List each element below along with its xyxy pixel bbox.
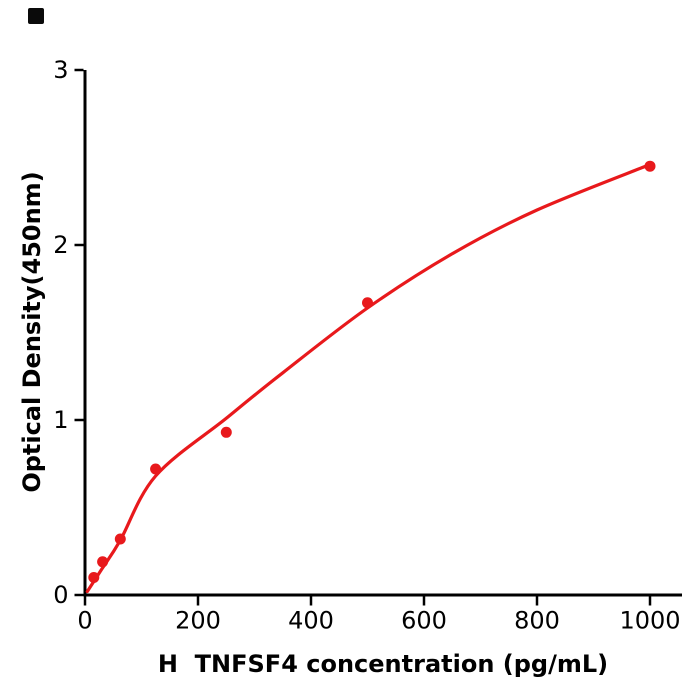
logo-badge (28, 8, 44, 24)
x-tick-label: 200 (175, 607, 221, 635)
fitted-curve-line (85, 162, 652, 594)
x-tick-label: 600 (401, 607, 447, 635)
standard-points-marker (88, 572, 100, 583)
y-tick-label: 1 (53, 406, 68, 434)
x-tick-label: 0 (77, 607, 92, 635)
standard-points-marker (97, 556, 109, 568)
x-tick-label: 400 (288, 607, 334, 635)
x-axis-title: H TNFSF4 concentration (pg/mL) (157, 650, 609, 678)
x-tick-label: 1000 (619, 607, 680, 635)
standard-points-marker (114, 533, 126, 545)
standard-points-marker (150, 463, 162, 475)
y-tick-label: 3 (53, 56, 68, 84)
standard-points-marker (220, 426, 232, 438)
standard-points-marker (644, 160, 656, 172)
y-tick-label: 2 (53, 231, 68, 259)
standard-points-marker (362, 297, 373, 309)
y-tick-label: 0 (53, 581, 68, 609)
x-tick-label: 800 (514, 607, 560, 635)
